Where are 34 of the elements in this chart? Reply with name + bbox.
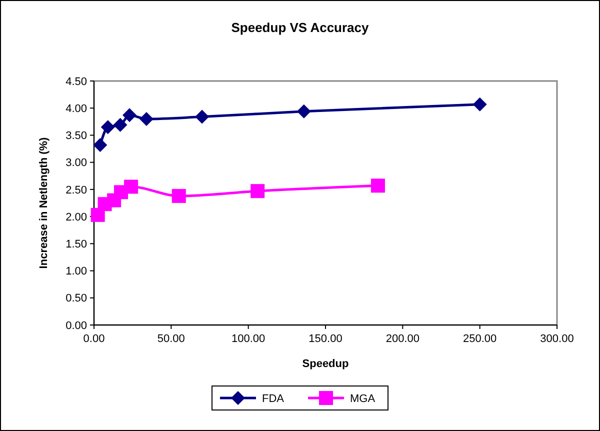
y-tick-label: 2.50 [66,184,87,196]
y-tick-label: 2.00 [66,211,87,224]
x-tick-label: 300.00 [540,333,574,345]
point [370,178,385,193]
point [296,104,311,118]
y-tick-label: 4.00 [66,102,87,115]
x-axis-title: Speedup [302,358,350,370]
legend-label: MGA [350,392,376,405]
y-tick-label: 3.50 [66,130,87,142]
point [124,180,138,194]
point [195,110,210,124]
x-tick-label: 200.00 [386,333,420,345]
point [139,112,154,126]
chart-title: Speedup VS Accuracy [231,20,370,35]
y-tick-label: 4.50 [66,76,87,88]
x-tick-label: 50.00 [157,333,185,345]
y-axis-title: Increase in Netlength (%) [38,136,50,269]
y-tick-label: 1.50 [66,238,87,251]
point [472,97,487,112]
y-tick-label: 1.00 [66,266,87,278]
point [100,120,115,134]
x-tick-label: 250.00 [463,333,497,345]
x-tick-label: 100.00 [232,333,266,345]
x-tick-label: 150.00 [308,333,342,345]
y-tick-label: 0.50 [66,292,87,305]
point [122,108,136,122]
point [250,184,265,198]
x-tick-label: 0.00 [83,333,105,345]
legend-label: FDA [262,392,285,405]
point [93,138,108,152]
point [113,118,128,132]
point [172,188,186,203]
y-tick-label: 3.00 [66,157,87,170]
y-tick-label: 0.00 [66,320,87,332]
